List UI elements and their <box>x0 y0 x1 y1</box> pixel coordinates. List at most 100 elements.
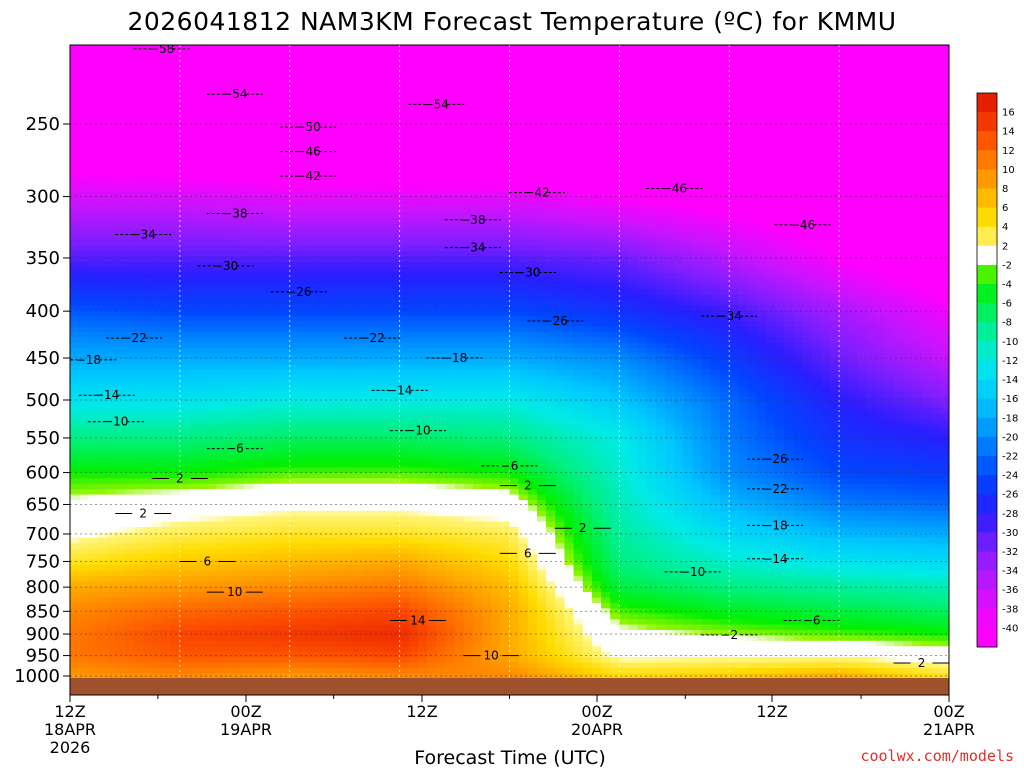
temperature-cell <box>234 175 245 182</box>
temperature-cell <box>417 445 428 452</box>
temperature-cell <box>399 283 410 290</box>
temperature-cell <box>88 126 99 133</box>
temperature-cell <box>198 110 208 117</box>
temperature-cell <box>70 413 80 420</box>
temperature-cell <box>243 283 254 290</box>
temperature-cell <box>198 662 208 669</box>
temperature-cell <box>143 608 154 615</box>
temperature-cell <box>262 494 273 501</box>
temperature-cell <box>344 250 355 257</box>
temperature-cell <box>88 299 99 306</box>
temperature-cell <box>216 597 227 604</box>
temperature-cell <box>216 212 227 219</box>
temperature-cell <box>280 99 291 106</box>
temperature-cell <box>106 548 117 555</box>
temperature-cell <box>234 483 245 490</box>
temperature-cell <box>262 597 273 604</box>
temperature-cell <box>161 294 172 301</box>
temperature-cell <box>134 321 144 328</box>
temperature-cell <box>326 510 337 517</box>
temperature-cell <box>179 429 190 436</box>
temperature-cell <box>207 315 218 322</box>
temperature-cell <box>445 348 456 355</box>
temperature-cell <box>161 234 172 241</box>
temperature-cell <box>243 55 254 62</box>
temperature-cell <box>353 272 364 279</box>
temperature-cell <box>115 586 126 593</box>
temperature-cell <box>88 386 99 393</box>
temperature-cell <box>170 272 181 279</box>
temperature-cell <box>427 164 437 171</box>
temperature-cell <box>143 120 154 127</box>
temperature-cell <box>308 332 318 339</box>
temperature-cell <box>106 646 117 653</box>
temperature-cell <box>381 370 392 377</box>
temperature-cell <box>143 510 154 517</box>
temperature-cell <box>152 191 163 198</box>
temperature-cell <box>381 635 392 642</box>
temperature-cell <box>198 554 208 561</box>
temperature-cell <box>124 602 135 609</box>
temperature-cell <box>70 196 80 203</box>
temperature-cell <box>445 99 456 106</box>
temperature-cell <box>243 207 254 214</box>
temperature-cell <box>134 61 144 68</box>
temperature-cell <box>124 234 135 241</box>
temperature-cell <box>280 489 291 496</box>
temperature-cell <box>372 77 382 84</box>
temperature-cell <box>134 581 144 588</box>
temperature-cell <box>427 305 437 312</box>
temperature-cell <box>234 467 245 474</box>
temperature-cell <box>317 478 327 485</box>
temperature-cell <box>106 45 117 52</box>
temperature-cell <box>298 288 309 295</box>
temperature-cell <box>298 55 309 62</box>
temperature-cell <box>298 673 309 680</box>
temperature-cell <box>152 137 163 144</box>
temperature-cell <box>308 472 318 479</box>
temperature-cell <box>198 402 208 409</box>
temperature-cell <box>262 489 273 496</box>
temperature-cell <box>289 99 300 106</box>
temperature-cell <box>161 72 172 79</box>
temperature-cell <box>417 667 428 674</box>
temperature-cell <box>280 72 291 79</box>
temperature-cell <box>79 310 89 317</box>
temperature-cell <box>335 283 346 290</box>
temperature-cell <box>381 353 392 360</box>
temperature-cell <box>427 137 437 144</box>
temperature-cell <box>143 137 154 144</box>
temperature-cell <box>179 169 190 176</box>
temperature-cell <box>134 397 144 404</box>
temperature-cell <box>189 386 199 393</box>
temperature-cell <box>97 429 108 436</box>
temperature-cell <box>344 478 355 485</box>
temperature-cell <box>161 521 172 528</box>
temperature-cell <box>152 673 163 680</box>
temperature-cell <box>417 565 428 572</box>
temperature-cell <box>225 402 236 409</box>
temperature-cell <box>170 283 181 290</box>
temperature-cell <box>271 223 282 230</box>
temperature-cell <box>271 88 282 95</box>
temperature-cell <box>344 169 355 176</box>
temperature-cell <box>399 82 410 89</box>
temperature-cell <box>134 630 144 637</box>
temperature-cell <box>363 66 373 73</box>
temperature-cell <box>280 348 291 355</box>
temperature-cell <box>88 505 99 512</box>
temperature-cell <box>271 640 282 647</box>
temperature-cell <box>161 229 172 236</box>
temperature-cell <box>253 646 263 653</box>
temperature-cell <box>271 93 282 100</box>
temperature-cell <box>207 245 218 252</box>
temperature-cell <box>399 240 410 247</box>
temperature-cell <box>234 402 245 409</box>
temperature-cell <box>253 456 263 463</box>
temperature-cell <box>335 93 346 100</box>
temperature-cell <box>106 272 117 279</box>
temperature-cell <box>417 326 428 333</box>
temperature-cell <box>417 185 428 192</box>
temperature-cell <box>390 570 401 577</box>
temperature-cell <box>326 440 337 447</box>
